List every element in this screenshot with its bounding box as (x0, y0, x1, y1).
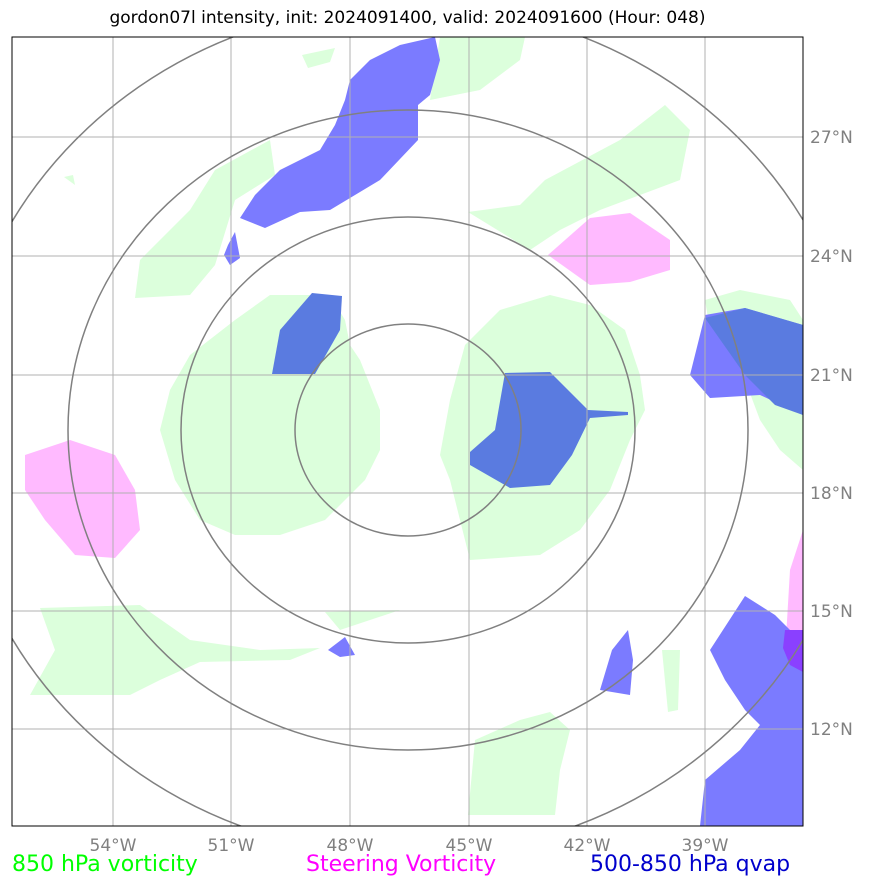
qvap-area-south-small (328, 637, 355, 657)
vorticity-area-south (468, 712, 570, 815)
qvap-area-overlap (783, 630, 803, 672)
qvap-area-east-dark (705, 308, 803, 415)
map-frame (11, 36, 804, 827)
vorticity-area-tiny (64, 175, 75, 185)
vorticity-area-south-strip (325, 610, 400, 630)
steering-area-east-edge (785, 530, 803, 660)
lat-labels: 27°N 24°N 21°N 18°N 15°N 12°N (810, 128, 853, 740)
vorticity-area-northeast (468, 105, 690, 250)
range-ring-3 (67, 109, 749, 751)
lon-label: 39°W (682, 836, 729, 856)
qvap-area-north (240, 37, 440, 228)
vorticity-area-top (430, 37, 525, 100)
qvap-areas (224, 37, 803, 826)
range-ring-1 (294, 323, 522, 537)
map-gridlines (12, 37, 803, 826)
lon-label: 45°W (446, 836, 493, 856)
qvap-area-small-north (224, 232, 240, 265)
lon-label: 51°W (208, 836, 255, 856)
qvap-area-center-east (470, 372, 628, 488)
steering-area-west (25, 440, 140, 558)
steering-area-northeast (548, 213, 670, 285)
vorticity-area-southwest (30, 605, 320, 695)
vorticity-area-small-east (662, 650, 680, 712)
lat-label: 12°N (810, 720, 853, 740)
lat-label: 24°N (810, 247, 853, 267)
qvap-area-southeast-small (600, 630, 633, 695)
qvap-area-southeast (700, 596, 803, 826)
lat-label: 27°N (810, 128, 853, 148)
lat-label: 18°N (810, 484, 853, 504)
legend-steering-vorticity: Steering Vorticity (306, 852, 497, 877)
lat-label: 15°N (810, 602, 853, 622)
vorticity-area-west (135, 140, 275, 298)
legend-vorticity-850: 850 hPa vorticity (12, 852, 198, 877)
range-ring-2 (180, 216, 636, 644)
vorticity-area-topleft (302, 48, 335, 68)
steering-vorticity-areas (25, 213, 803, 660)
lat-label: 21°N (810, 366, 853, 386)
lon-label: 42°W (564, 836, 611, 856)
legend-qvap: 500-850 hPa qvap (590, 852, 791, 877)
lon-label: 54°W (90, 836, 137, 856)
lon-label: 48°W (327, 836, 374, 856)
range-rings (12, 37, 803, 826)
lon-labels: 54°W 51°W 48°W 45°W 42°W 39°W (90, 836, 729, 856)
qvap-area-center-west (272, 293, 342, 374)
page-title: gordon07l intensity, init: 2024091400, v… (109, 8, 706, 28)
